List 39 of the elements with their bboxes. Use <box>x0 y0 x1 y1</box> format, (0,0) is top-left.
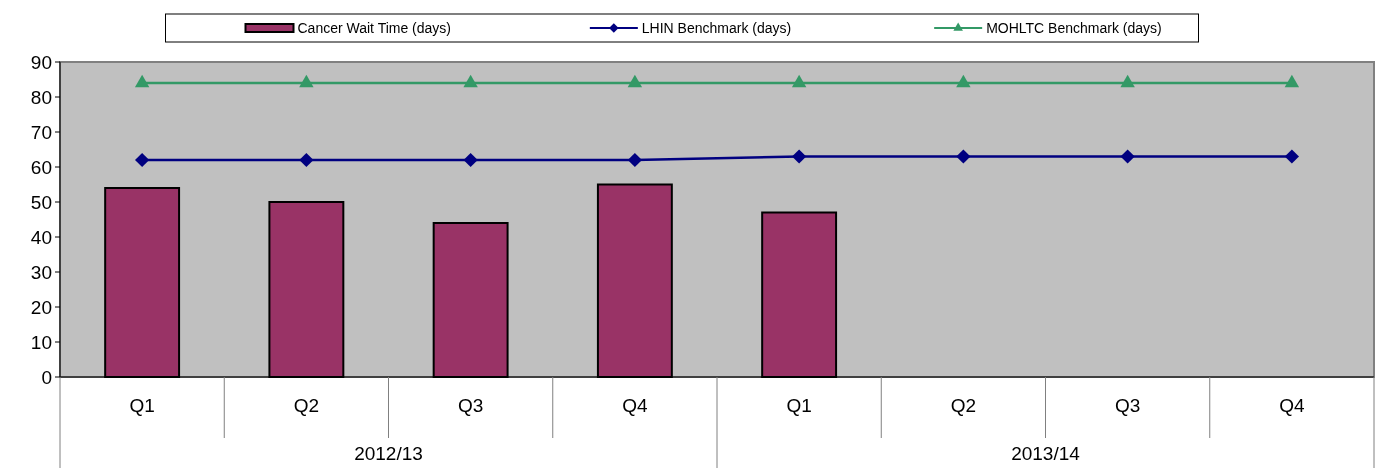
x-tick-label: Q1 <box>129 395 155 416</box>
text: 2013/14 <box>1011 443 1081 464</box>
x-tick-label: Q2 <box>293 395 320 416</box>
x-tick-label: Q3 <box>1114 395 1141 416</box>
y-tick-label: 10 <box>30 331 52 353</box>
y-tick-label: 30 <box>30 261 52 283</box>
point <box>134 74 150 88</box>
y-tick-label: 90 <box>30 51 52 73</box>
point <box>1120 149 1135 164</box>
legend-label: Cancer Wait Time (days) <box>297 19 452 36</box>
point <box>627 74 643 88</box>
point <box>792 149 807 164</box>
y-tick-label: 50 <box>30 191 52 213</box>
point <box>1284 149 1299 164</box>
point <box>956 149 971 164</box>
x-tick-label: Q3 <box>457 395 484 416</box>
text: 2012/13 <box>354 443 423 464</box>
x-tick-label: Q4 <box>1279 395 1305 416</box>
point <box>1284 74 1300 88</box>
point <box>135 152 150 168</box>
point <box>299 152 314 168</box>
point <box>299 74 314 88</box>
y-tick-label: 40 <box>30 226 52 248</box>
y-tick-label: 60 <box>30 156 52 178</box>
legend-label: LHIN Benchmark (days) <box>641 19 792 36</box>
x-tick-label: Q2 <box>950 395 977 416</box>
y-tick-label: 0 <box>41 366 52 388</box>
point <box>956 74 971 88</box>
x-tick-label: Q1 <box>786 395 812 416</box>
point <box>627 152 642 168</box>
x-tick-label: Q4 <box>622 395 648 416</box>
y-tick-label: 70 <box>30 121 52 143</box>
y-tick-label: 20 <box>30 296 52 318</box>
point <box>791 74 807 88</box>
legend-label: MOHLTC Benchmark (days) <box>986 19 1162 36</box>
point <box>463 74 478 88</box>
point <box>463 152 478 168</box>
point <box>1120 74 1135 88</box>
y-tick-label: 80 <box>30 86 52 108</box>
